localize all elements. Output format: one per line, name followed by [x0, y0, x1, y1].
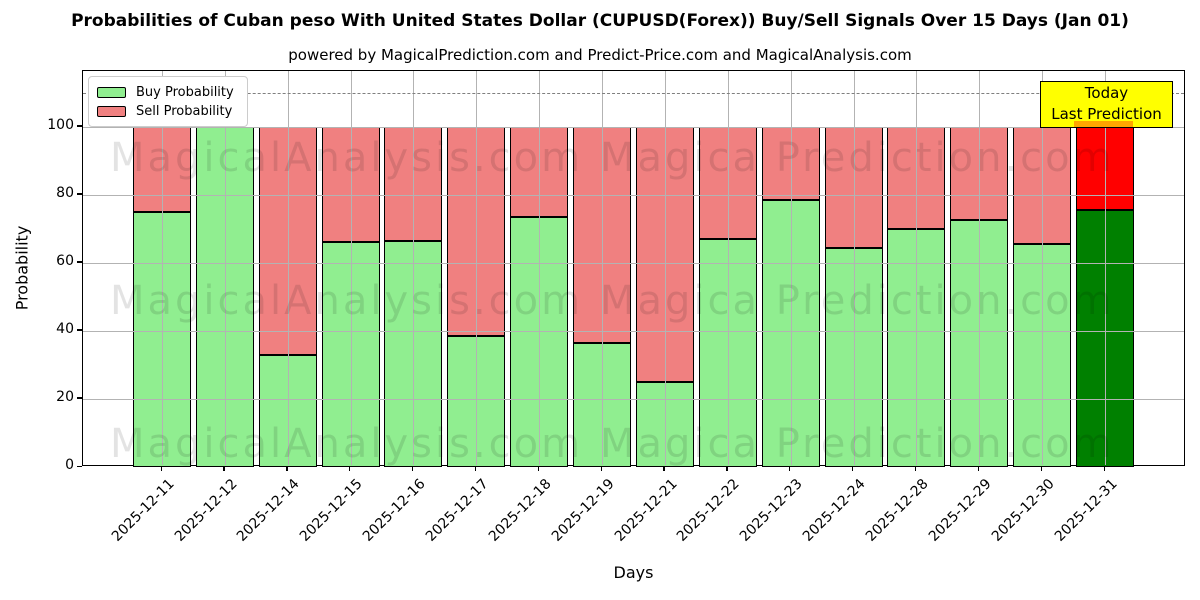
x-axis-tick	[977, 466, 980, 471]
annotation-line-1: Today	[1084, 84, 1129, 102]
legend-label-buy: Buy Probability	[136, 85, 234, 100]
x-tick-label: 2025-12-22	[674, 476, 744, 545]
watermark-right: Magica Prediction.com	[600, 135, 1115, 181]
y-tick-label: 20	[56, 388, 74, 405]
gridline-vertical	[350, 71, 352, 465]
legend-label-sell: Sell Probability	[136, 104, 233, 119]
gridline-vertical	[602, 71, 604, 465]
watermark-right: Magica Prediction.com	[600, 278, 1115, 324]
x-tick-label: 2025-12-19	[548, 476, 618, 545]
y-axis-tick	[77, 329, 82, 331]
x-tick-label: 2025-12-30	[988, 476, 1058, 545]
y-tick-label: 0	[65, 457, 74, 473]
x-tick-label: 2025-12-21	[611, 476, 681, 545]
y-axis-tick	[77, 193, 82, 195]
page-subtitle: powered by MagicalPrediction.com and Pre…	[288, 46, 912, 64]
watermark-left: MagicalAnalysis.com	[110, 421, 584, 467]
gridline-horizontal	[83, 194, 1184, 196]
x-axis-tick	[1103, 466, 1105, 471]
gridline-vertical	[1042, 71, 1044, 465]
x-tick-label: 2025-12-18	[485, 476, 555, 545]
x-tick-label: 2025-12-11	[108, 476, 178, 545]
gridline-horizontal	[83, 398, 1184, 400]
gridline-vertical	[916, 71, 918, 465]
gridline-vertical	[162, 71, 163, 465]
annotation-today-box: Today Last Prediction	[1040, 81, 1173, 128]
x-axis-tick	[663, 466, 665, 471]
x-axis-tick	[474, 466, 477, 471]
x-tick-label: 2025-12-15	[297, 476, 366, 545]
annotation-line-2: Last Prediction	[1051, 105, 1162, 123]
y-tick-label: 40	[56, 320, 74, 337]
page-title: Probabilities of Cuban peso With United …	[71, 11, 1129, 31]
y-axis-tick	[77, 397, 82, 399]
sell-swatch-icon	[97, 106, 126, 117]
plot-area	[82, 70, 1185, 467]
gridline-vertical	[664, 71, 666, 465]
y-tick-label: 80	[56, 184, 74, 201]
x-axis-tick	[1040, 466, 1042, 471]
x-tick-label: 2025-12-31	[1051, 476, 1121, 545]
gridline-vertical	[287, 71, 289, 465]
x-tick-label: 2025-12-23	[737, 476, 807, 545]
x-axis-tick	[411, 466, 414, 471]
gridline-vertical	[727, 71, 729, 465]
x-axis-tick	[286, 466, 288, 471]
legend: Buy Probability Sell Probability	[88, 76, 248, 127]
gridline-vertical	[979, 71, 981, 465]
x-axis-label: Days	[613, 563, 654, 582]
gridline-vertical	[853, 71, 855, 465]
x-axis-tick	[789, 466, 791, 471]
y-axis-tick	[77, 261, 82, 263]
legend-item-sell: Sell Probability	[97, 102, 239, 121]
dashed-threshold-line	[83, 92, 1184, 94]
x-axis-tick	[852, 466, 854, 471]
gridline-horizontal	[83, 330, 1184, 332]
y-axis-tick	[77, 125, 82, 127]
watermark-left: MagicalAnalysis.com	[110, 278, 584, 324]
x-axis-tick	[223, 466, 225, 471]
watermark-right: Magica Prediction.com	[600, 421, 1115, 467]
x-tick-label: 2025-12-16	[359, 476, 429, 545]
x-axis-tick	[537, 466, 540, 471]
x-tick-label: 2025-12-24	[800, 476, 869, 545]
x-tick-label: 2025-12-12	[171, 476, 241, 545]
y-tick-label: 60	[56, 252, 74, 269]
gridline-vertical	[790, 71, 792, 465]
x-tick-label: 2025-12-17	[422, 476, 492, 545]
gridline-horizontal	[83, 262, 1184, 264]
x-tick-label: 2025-12-29	[925, 476, 995, 545]
gridline-horizontal	[83, 126, 1184, 128]
x-axis-tick	[726, 466, 728, 471]
legend-item-buy: Buy Probability	[97, 83, 239, 102]
annotation-bar-overlap	[1074, 121, 1133, 127]
gridline-vertical	[539, 71, 541, 465]
y-axis-tick	[77, 465, 82, 467]
x-tick-label: 2025-12-14	[234, 476, 304, 545]
buy-swatch-icon	[97, 87, 126, 98]
gridline-vertical	[413, 71, 415, 465]
x-axis-tick	[914, 466, 917, 471]
x-tick-label: 2025-12-28	[862, 476, 932, 545]
x-axis-tick	[160, 466, 162, 471]
x-axis-tick	[600, 466, 602, 471]
gridline-vertical	[476, 71, 478, 465]
x-axis-tick	[349, 466, 351, 471]
gridline-vertical	[224, 71, 226, 465]
y-tick-label: 100	[47, 116, 74, 133]
gridline-vertical	[1105, 71, 1107, 465]
watermark-left: MagicalAnalysis.com	[110, 135, 584, 181]
